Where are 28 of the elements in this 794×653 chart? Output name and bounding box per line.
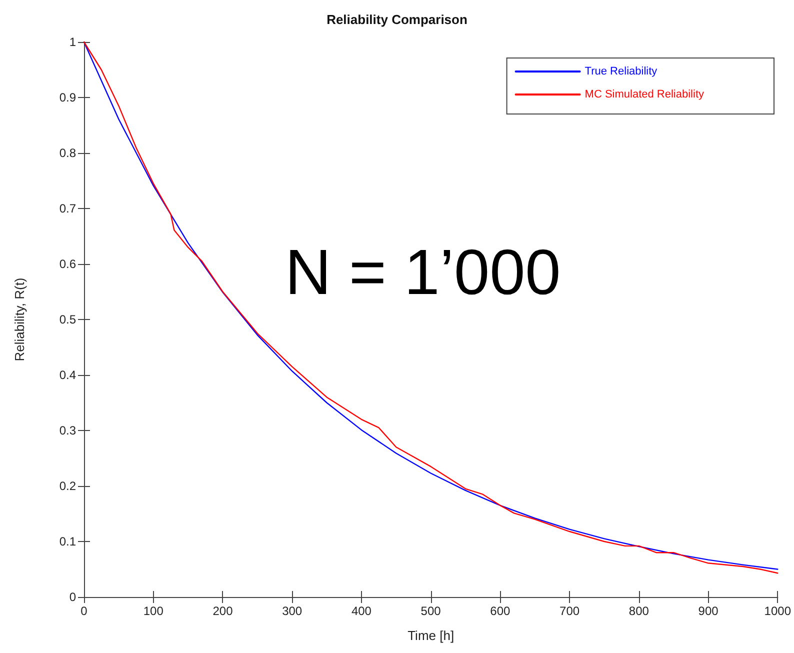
x-tick-label: 800: [628, 604, 650, 618]
y-tick-label: 0.4: [59, 368, 76, 382]
x-tick-label: 0: [80, 604, 88, 618]
text: MC Simulated Reliability: [584, 88, 704, 100]
x-tick-label: 100: [143, 604, 164, 618]
y-tick-label: 1: [69, 35, 76, 49]
y-tick-label: 0.1: [59, 534, 76, 548]
x-axis-title: Time [h]: [408, 628, 454, 643]
y-tick-label: 0.9: [59, 90, 76, 104]
y-tick-label: 0.8: [59, 146, 76, 160]
x-tick-label: 600: [490, 604, 511, 618]
y-tick-label: 0.3: [59, 424, 76, 438]
x-tick-label: 200: [212, 604, 234, 618]
y-tick-label: 0.2: [59, 479, 76, 493]
x-tick-label: 300: [282, 604, 302, 618]
y-tick-label: 0.5: [59, 312, 76, 326]
chart-title: Reliability Comparison: [326, 12, 468, 27]
x-tick-label: 900: [698, 604, 719, 618]
x-tick-label: 1000: [764, 604, 792, 618]
y-tick-label: 0: [69, 590, 76, 604]
y-tick-label: 0.6: [59, 257, 76, 271]
x-tick-label: 400: [351, 604, 372, 618]
text: True Reliability: [584, 66, 658, 78]
y-axis-title: Reliability, R(t): [12, 278, 27, 362]
x-tick-label: 700: [560, 604, 580, 618]
annotation: N = 1’000: [285, 236, 561, 308]
x-tick-label: 500: [420, 604, 442, 618]
y-tick-label: 0.7: [59, 202, 76, 216]
